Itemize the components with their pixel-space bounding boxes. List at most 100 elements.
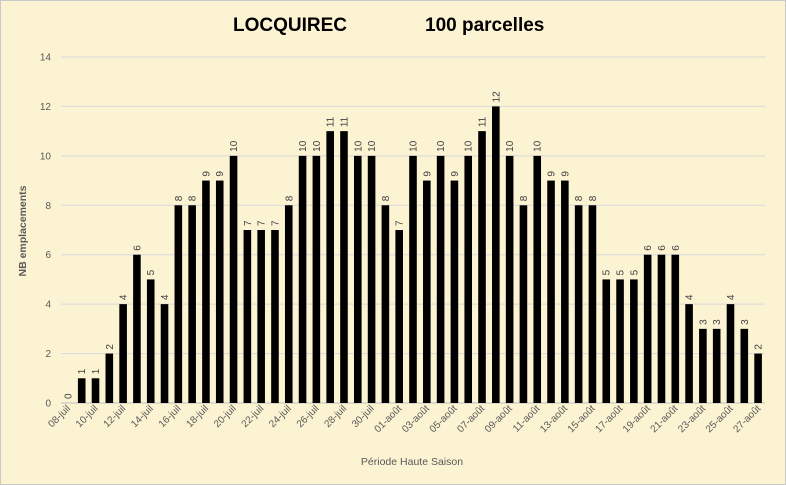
data-label: 9: [215, 171, 226, 177]
bar: [436, 155, 445, 403]
y-tick-label: 0: [45, 399, 51, 410]
x-tick-label: 10-juil: [74, 403, 101, 430]
data-label: 4: [119, 294, 130, 300]
bar: [574, 205, 583, 403]
data-label: 7: [270, 220, 281, 226]
x-tick-label: 18-juil: [184, 403, 211, 430]
data-label: 8: [519, 195, 530, 201]
bar: [160, 304, 169, 403]
x-tick-label: 15-août: [566, 403, 598, 435]
bar: [657, 254, 666, 403]
bar: [726, 304, 735, 403]
x-tick-label: 05-août: [428, 403, 460, 435]
data-label: 4: [726, 294, 737, 300]
bar: [519, 205, 528, 403]
y-tick-label: 6: [45, 250, 51, 261]
bar: [478, 131, 486, 403]
bar: [616, 279, 624, 403]
bar: [215, 180, 224, 403]
y-axis-ticks: 0 2 4 6 8 10 12 14: [40, 53, 52, 410]
x-tick-label: 19-août: [621, 403, 653, 435]
bar: [340, 131, 348, 403]
x-tick-label: 07-août: [455, 403, 487, 435]
data-label: 6: [132, 245, 143, 251]
data-label: 8: [188, 195, 199, 201]
data-label: 11: [339, 116, 350, 127]
bar: [409, 155, 417, 403]
y-tick-label: 8: [45, 201, 51, 212]
bar: [740, 328, 749, 403]
bar: [685, 304, 693, 403]
bar: [312, 155, 321, 403]
bar: [423, 180, 431, 403]
bar: [146, 279, 155, 403]
bar: [699, 328, 707, 403]
x-tick-label: 03-août: [400, 403, 432, 435]
bar: [671, 254, 680, 403]
bar: [547, 180, 555, 403]
data-label: 5: [616, 269, 627, 275]
bar: [243, 230, 252, 403]
chart-title: LOCQUIREC: [233, 15, 347, 36]
bar: [464, 155, 473, 403]
data-label: 9: [201, 171, 212, 177]
data-label: 8: [284, 195, 295, 201]
x-tick-label: 26-juil: [295, 403, 322, 430]
x-tick-label: 24-juil: [267, 403, 294, 430]
x-tick-label: 16-juil: [157, 403, 184, 430]
data-label: 10: [229, 140, 240, 152]
bars: [77, 106, 762, 403]
x-tick-label: 13-août: [538, 403, 570, 435]
data-label: 6: [657, 245, 668, 251]
data-label: 3: [740, 319, 751, 325]
x-tick-label: 14-juil: [129, 403, 156, 430]
data-label: 10: [367, 140, 378, 152]
bar: [533, 155, 542, 403]
data-label: 10: [436, 140, 447, 152]
data-label: 10: [409, 140, 420, 152]
bar: [257, 230, 265, 403]
bar: [119, 304, 127, 403]
bar: [505, 155, 514, 403]
x-axis-ticks: 08-juil 10-juil 12-juil 14-juil 16-juil 18-ju…: [46, 403, 763, 435]
y-axis-label: NB emplacements: [17, 185, 29, 276]
data-label: 10: [353, 140, 364, 152]
bar: [381, 205, 390, 403]
data-label: 2: [105, 344, 116, 350]
x-tick-label: 09-août: [483, 403, 515, 435]
bar: [298, 155, 307, 403]
bar: [174, 205, 183, 403]
bar: [561, 180, 569, 403]
data-label: 9: [547, 171, 558, 177]
y-tick-label: 2: [45, 349, 51, 360]
bar: [492, 106, 500, 403]
data-label: 9: [450, 171, 461, 177]
bar: [77, 378, 86, 403]
data-label: 10: [312, 140, 323, 152]
x-tick-label: 12-juil: [102, 403, 129, 430]
bar: [229, 155, 238, 403]
x-tick-label: 23-août: [676, 403, 708, 435]
x-tick-label: 22-juil: [240, 403, 267, 430]
bar: [630, 279, 638, 403]
data-label: 3: [712, 319, 723, 325]
data-label: 7: [395, 220, 406, 226]
data-label: 5: [146, 269, 157, 275]
x-tick-label: 17-août: [593, 403, 625, 435]
data-label: 9: [560, 171, 571, 177]
x-tick-label: 11-août: [511, 403, 542, 434]
data-label: 10: [533, 140, 544, 152]
x-axis-label: Période Haute Saison: [361, 456, 463, 468]
bar: [643, 254, 652, 403]
data-label: 8: [381, 195, 392, 201]
bar: [367, 155, 376, 403]
data-label: 8: [574, 195, 585, 201]
data-label: 12: [491, 91, 502, 103]
data-label: 10: [505, 140, 516, 152]
data-label: 10: [298, 140, 309, 152]
x-tick-label: 25-août: [704, 403, 736, 435]
bar: [284, 205, 293, 403]
bar: [91, 378, 100, 403]
